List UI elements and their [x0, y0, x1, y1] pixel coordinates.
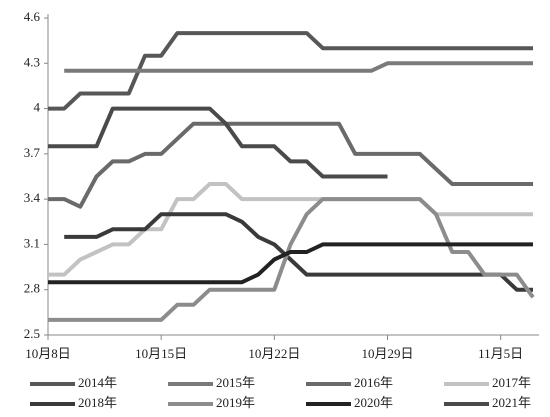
series-line: [48, 106, 388, 179]
legend-label: 2015年: [216, 375, 255, 390]
y-tick-label: 3.4: [24, 190, 41, 205]
x-tick-label: 11月5日: [478, 346, 523, 361]
y-tick-label: 2.5: [24, 326, 40, 341]
legend-label: 2021年: [492, 395, 531, 410]
series-line: [48, 197, 535, 322]
legend-label: 2017年: [492, 375, 531, 390]
series-line: [64, 61, 533, 73]
legend-label: 2019年: [216, 395, 255, 410]
y-tick-label: 4.3: [24, 54, 40, 69]
x-tick-label: 10月29日: [361, 346, 413, 361]
series-line: [48, 31, 533, 111]
legend-label: 2014年: [78, 375, 117, 390]
legend-label: 2020年: [354, 395, 393, 410]
legend-label: 2016年: [354, 375, 393, 390]
y-tick-label: 4.6: [24, 9, 41, 24]
y-tick-label: 3.1: [24, 235, 40, 250]
x-tick-label: 10月22日: [248, 346, 300, 361]
x-tick-label: 10月15日: [135, 346, 187, 361]
y-tick-label: 2.8: [24, 281, 40, 296]
series-line: [48, 182, 533, 277]
series-line: [64, 212, 533, 292]
series-line: [48, 242, 533, 285]
x-tick-label: 10月8日: [25, 346, 71, 361]
y-tick-label: 3.7: [24, 145, 41, 160]
legend-label: 2018年: [78, 395, 117, 410]
y-tick-label: 4: [34, 100, 41, 115]
series-line: [48, 121, 533, 209]
